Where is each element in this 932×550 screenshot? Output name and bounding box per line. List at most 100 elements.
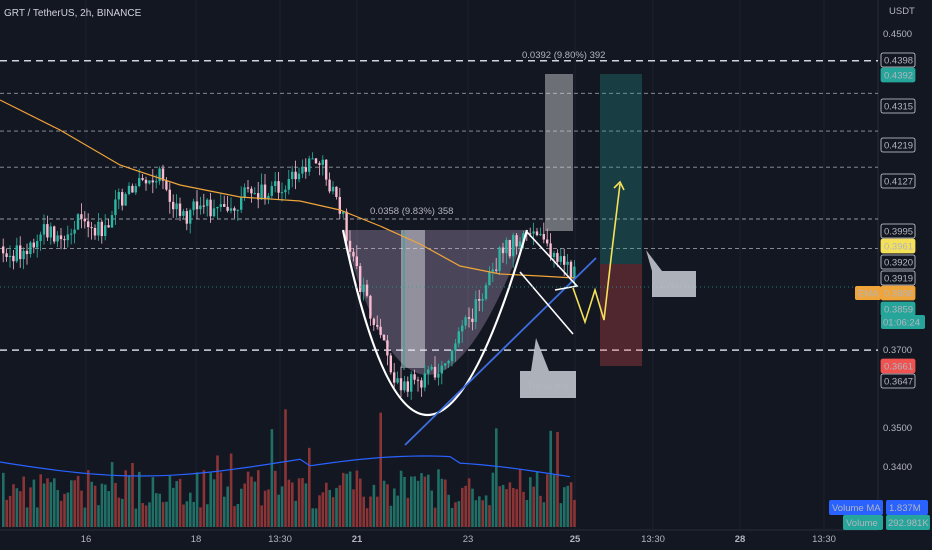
volume-bar (450, 507, 454, 527)
x-tick-label: 13:30 (812, 534, 836, 545)
candle-body (389, 355, 392, 373)
volume-bar (308, 447, 311, 527)
candle-body (495, 269, 498, 271)
candle-body (542, 234, 545, 240)
candle-body (423, 373, 426, 388)
candle-body (569, 261, 573, 279)
volume-bar (240, 488, 243, 527)
currency-label: USDT (889, 6, 915, 17)
candle-body (321, 159, 324, 165)
volume-bar (178, 478, 182, 527)
volume-bar (195, 472, 199, 527)
volume-bar (369, 496, 372, 527)
ema-line (0, 99, 576, 279)
candle-body (342, 211, 345, 214)
volume-bar (515, 489, 518, 527)
y-tick-label: 0.4500 (883, 29, 912, 40)
volume-bar (32, 479, 36, 527)
volume-bar (478, 496, 481, 527)
volume-value-box (886, 515, 930, 530)
ema-tag-label: EMA (858, 289, 879, 300)
candle-body (121, 192, 124, 206)
candle-body (185, 211, 188, 224)
candle-body (535, 231, 539, 236)
volume-bar (379, 412, 382, 527)
candle-body (304, 167, 307, 172)
candle-body (236, 209, 239, 211)
candle-body (552, 252, 556, 258)
volume-bar (474, 500, 478, 527)
candle-body (134, 186, 137, 193)
callout-entry-text: Entery (660, 280, 688, 291)
candle-body (403, 381, 406, 391)
volume-bar (267, 489, 270, 527)
price-tag-value: 0.3859 (884, 305, 913, 316)
candle-body (25, 250, 29, 255)
candle-body (301, 167, 304, 174)
x-tick-label: 18 (191, 534, 202, 545)
candle-body (325, 159, 328, 180)
volume-bar (393, 488, 396, 527)
price-tag-value: 0.3961 (884, 242, 913, 253)
candle-body (498, 247, 501, 271)
volume-bar (335, 487, 338, 527)
volume-bar (287, 479, 291, 527)
callout-trendline-box (520, 338, 576, 398)
price-tag-value: 0.4315 (884, 102, 913, 113)
candle-body (508, 240, 511, 257)
measure-box-2 (545, 74, 573, 231)
y-tick-label: 0.3500 (883, 423, 912, 434)
volume-bar (161, 502, 165, 527)
candle-body (12, 255, 15, 262)
volume-bar (80, 490, 83, 527)
volume-bar (117, 497, 121, 527)
volume-bar (389, 505, 393, 527)
x-tick-label: 25 (570, 534, 581, 545)
volume-bar (175, 481, 178, 527)
volume-bar (525, 500, 529, 527)
candle-body (73, 229, 76, 234)
volume-bar (144, 505, 148, 527)
countdown-text: 01:06:24 (883, 318, 920, 329)
candle-body (386, 340, 389, 356)
price-tag-box (880, 98, 916, 114)
volume-bar (484, 495, 488, 527)
candle-body (59, 235, 63, 240)
volume-bar (19, 491, 22, 527)
price-tag-box (880, 270, 916, 286)
volume-ma-label: Volume MA (832, 503, 881, 514)
volume-bar (172, 487, 175, 527)
candle-body (505, 240, 508, 254)
volume-bar (223, 496, 226, 527)
volume-bar (440, 478, 444, 527)
candle-body (457, 331, 460, 344)
volume-bar (420, 473, 423, 527)
volume-bar (359, 478, 362, 527)
volume-bar (362, 496, 365, 527)
volume-value: 292.981K (888, 518, 929, 529)
candle-body (246, 187, 250, 189)
candle-body (8, 255, 12, 257)
volume-bar (29, 487, 32, 527)
candle-body (328, 179, 331, 192)
volume-bar (182, 504, 185, 527)
volume-bar (342, 472, 345, 527)
candle-body (440, 365, 443, 374)
cup-fill (343, 230, 527, 375)
price-tag-box (880, 67, 916, 83)
volume-bar (63, 493, 66, 527)
measure-label-1: 0.0358 (9.83%) 358 (370, 206, 453, 217)
volume-bar (294, 500, 297, 527)
candle-body (420, 380, 423, 388)
candle-body (42, 224, 46, 235)
volume-bar (328, 489, 331, 527)
candle-body (90, 227, 93, 229)
candle-body (93, 227, 97, 236)
volume-bar (70, 480, 73, 527)
candle-body (53, 226, 56, 242)
candle-body (549, 243, 552, 258)
candle-body (168, 189, 171, 202)
y-tick-label: 0.3700 (883, 345, 912, 356)
candle-body (573, 266, 576, 279)
